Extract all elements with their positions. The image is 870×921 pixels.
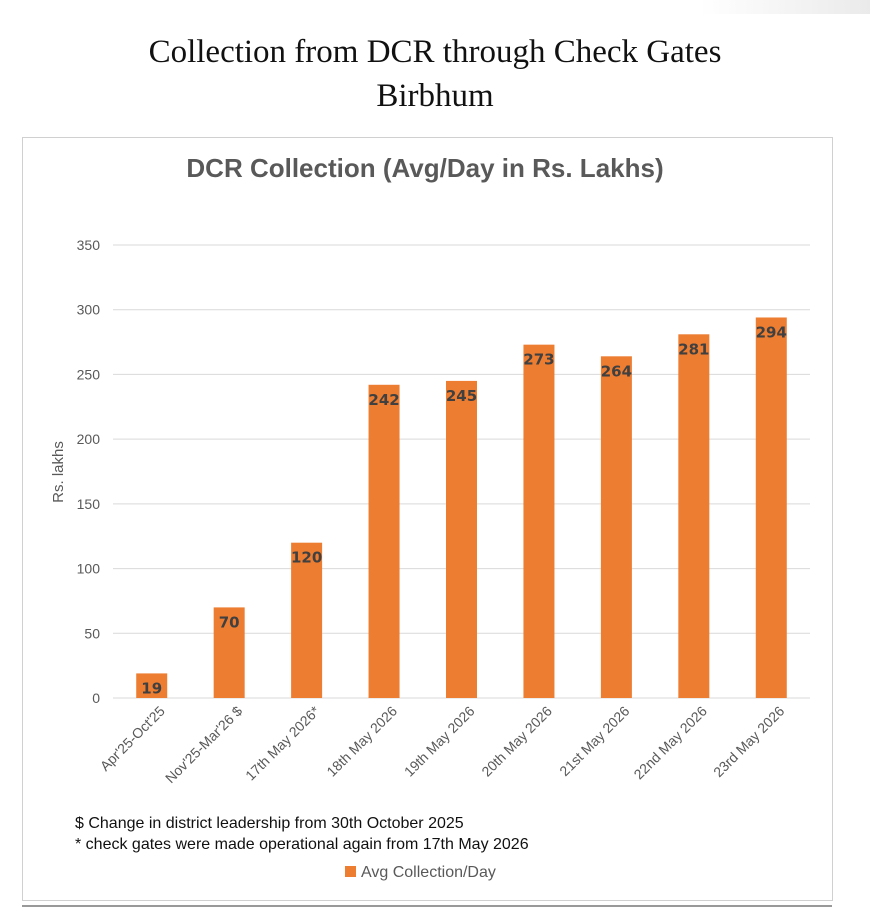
x-tick-label: Apr'25-Oct'25	[97, 703, 168, 774]
data-label: 281	[678, 340, 709, 358]
y-tick-label: 350	[77, 237, 101, 253]
legend-swatch	[345, 866, 356, 877]
bars	[136, 317, 787, 698]
y-tick-label: 100	[77, 561, 101, 577]
bar	[678, 334, 710, 698]
page-title: Collection from DCR through Check Gates	[148, 34, 722, 70]
bar	[368, 384, 400, 698]
data-label: 264	[601, 362, 632, 380]
y-tick-label: 250	[77, 366, 101, 382]
y-axis-ticks: 0 50 100 150 200 250 300 350	[77, 237, 101, 706]
data-label: 245	[446, 387, 477, 405]
y-tick-label: 200	[77, 431, 101, 447]
data-label: 273	[523, 351, 554, 369]
data-label: 19	[141, 679, 162, 697]
page-subtitle: Birbhum	[376, 78, 494, 114]
x-tick-label: 18th May 2026	[323, 703, 400, 780]
x-tick-label: Nov'25-Mar'26 $	[162, 703, 245, 786]
bar	[136, 673, 168, 698]
bar	[755, 317, 787, 698]
x-tick-label: 20th May 2026	[478, 703, 555, 780]
y-tick-label: 0	[92, 690, 100, 706]
top-edge-shadow	[700, 0, 870, 14]
data-label: 120	[291, 549, 322, 567]
data-label: 70	[219, 613, 240, 631]
bar	[446, 380, 477, 698]
bar	[600, 356, 632, 698]
x-tick-label: 19th May 2026	[401, 703, 478, 780]
x-tick-label: 17th May 2026*	[242, 702, 323, 783]
bottom-divider	[22, 905, 832, 907]
y-tick-label: 150	[77, 496, 101, 512]
y-tick-label: 300	[77, 302, 101, 318]
footnote-leadership: $ Change in district leadership from 30t…	[75, 815, 464, 832]
y-tick-label: 50	[84, 625, 100, 641]
x-tick-label: 21st May 2026	[556, 703, 632, 779]
bar	[291, 542, 323, 698]
chart-title: DCR Collection (Avg/Day in Rs. Lakhs)	[186, 153, 663, 183]
data-label: 242	[368, 391, 399, 409]
bar	[523, 344, 555, 698]
x-tick-label: 23rd May 2026	[710, 703, 788, 781]
bar	[213, 607, 245, 698]
legend-label: Avg Collection/Day	[361, 864, 496, 881]
x-tick-label: 22nd May 2026	[630, 703, 710, 783]
footnote-check-gates: * check gates were made operational agai…	[75, 836, 529, 853]
y-axis-label: Rs. lakhs	[50, 441, 67, 503]
data-label: 294	[756, 323, 787, 341]
data-labels: 19 70 120 242 245 273 264 281 294	[141, 323, 787, 697]
